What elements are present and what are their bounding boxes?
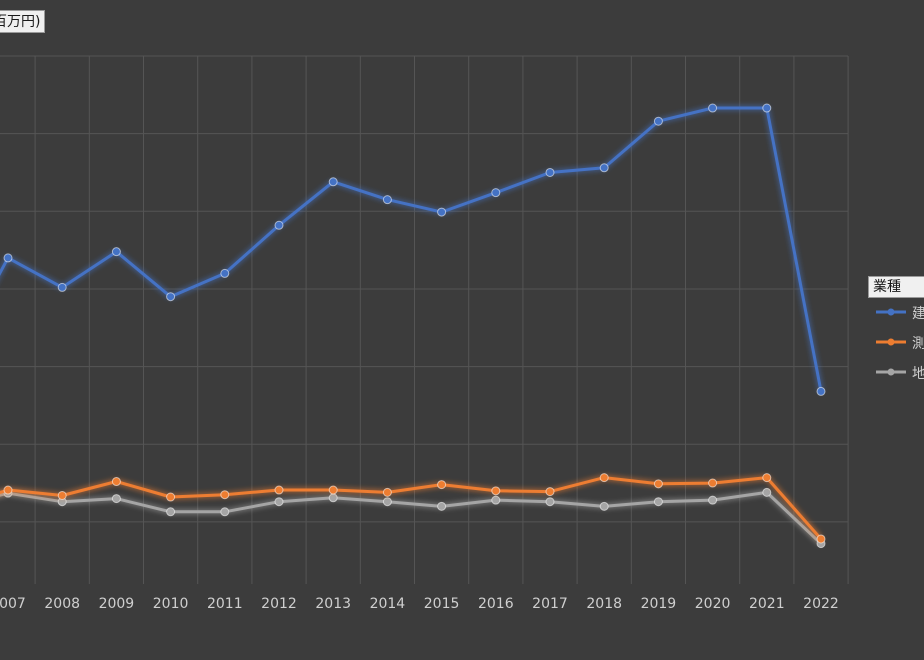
data-point[interactable] — [111, 477, 121, 487]
data-point[interactable] — [328, 485, 338, 495]
x-tick-label: 2015 — [424, 596, 460, 612]
legend-label: 地 — [912, 366, 924, 382]
x-tick-label: 2014 — [370, 596, 406, 612]
legend-label: 建 — [912, 306, 924, 322]
x-tick-label: 2020 — [695, 596, 731, 612]
data-point[interactable] — [382, 195, 392, 205]
data-point[interactable] — [491, 188, 501, 198]
data-point[interactable] — [274, 220, 284, 230]
data-point[interactable] — [166, 507, 176, 517]
data-point[interactable] — [599, 473, 609, 483]
data-point[interactable] — [762, 473, 772, 483]
x-tick-label: 2011 — [207, 596, 243, 612]
data-point[interactable] — [220, 490, 230, 500]
series-line — [0, 490, 823, 545]
series-line — [0, 476, 823, 540]
data-point[interactable] — [111, 247, 121, 257]
x-tick-label: 2008 — [44, 596, 80, 612]
series-line — [0, 106, 823, 392]
series-layer — [0, 103, 826, 549]
data-point[interactable] — [220, 507, 230, 517]
data-point[interactable] — [816, 386, 826, 396]
chart-unit-label[interactable]: 百万円) — [0, 10, 46, 33]
x-tick-label: 2021 — [749, 596, 785, 612]
data-point[interactable] — [166, 492, 176, 502]
series-3 — [0, 487, 826, 549]
data-point[interactable] — [708, 478, 718, 488]
data-point[interactable] — [57, 490, 67, 500]
legend-item-series-2[interactable]: 測 — [874, 332, 924, 352]
data-point[interactable] — [437, 480, 447, 490]
x-tick-label: 2016 — [478, 596, 514, 612]
data-point[interactable] — [166, 292, 176, 302]
legend-label: 測 — [912, 336, 924, 352]
data-point[interactable] — [274, 497, 284, 507]
data-point[interactable] — [545, 487, 555, 497]
data-point[interactable] — [491, 495, 501, 505]
legend-marker-icon — [876, 308, 906, 316]
series-1 — [0, 103, 826, 396]
legend-title[interactable]: 業種 — [868, 276, 924, 298]
data-point[interactable] — [274, 485, 284, 495]
x-tick-label: 2010 — [153, 596, 189, 612]
data-point[interactable] — [545, 167, 555, 177]
data-point[interactable] — [653, 497, 663, 507]
series-2 — [0, 473, 826, 544]
data-point[interactable] — [382, 497, 392, 507]
data-point[interactable] — [762, 103, 772, 113]
data-point[interactable] — [382, 487, 392, 497]
data-point[interactable] — [328, 177, 338, 187]
data-point[interactable] — [57, 282, 67, 292]
data-point[interactable] — [437, 501, 447, 511]
data-point[interactable] — [708, 103, 718, 113]
data-point[interactable] — [762, 487, 772, 497]
x-tick-label: 2022 — [803, 596, 839, 612]
legend-item-series-3[interactable]: 地 — [874, 362, 924, 382]
data-point[interactable] — [111, 494, 121, 504]
data-point[interactable] — [3, 485, 13, 495]
x-tick-label: 2013 — [315, 596, 351, 612]
data-point[interactable] — [816, 534, 826, 544]
x-tick-label: 2007 — [0, 596, 26, 612]
data-point[interactable] — [599, 501, 609, 511]
x-tick-label: 2018 — [586, 596, 622, 612]
data-point[interactable] — [491, 486, 501, 496]
x-tick-label: 2017 — [532, 596, 568, 612]
data-point[interactable] — [220, 268, 230, 278]
data-point[interactable] — [328, 493, 338, 503]
data-point[interactable] — [708, 495, 718, 505]
legend-marker-icon — [876, 368, 906, 376]
x-axis: 2006200720082009201020112012201320142015… — [0, 596, 839, 612]
x-tick-label: 2019 — [641, 596, 677, 612]
x-tick-label: 2009 — [99, 596, 135, 612]
data-point[interactable] — [653, 116, 663, 126]
gridlines — [0, 55, 849, 584]
data-point[interactable] — [545, 497, 555, 507]
legend-item-series-1[interactable]: 建 — [874, 302, 924, 322]
data-point[interactable] — [3, 253, 13, 263]
legend-marker-icon — [876, 338, 906, 346]
x-tick-label: 2012 — [261, 596, 297, 612]
data-point[interactable] — [653, 479, 663, 489]
data-point[interactable] — [437, 207, 447, 217]
data-point[interactable] — [599, 163, 609, 173]
